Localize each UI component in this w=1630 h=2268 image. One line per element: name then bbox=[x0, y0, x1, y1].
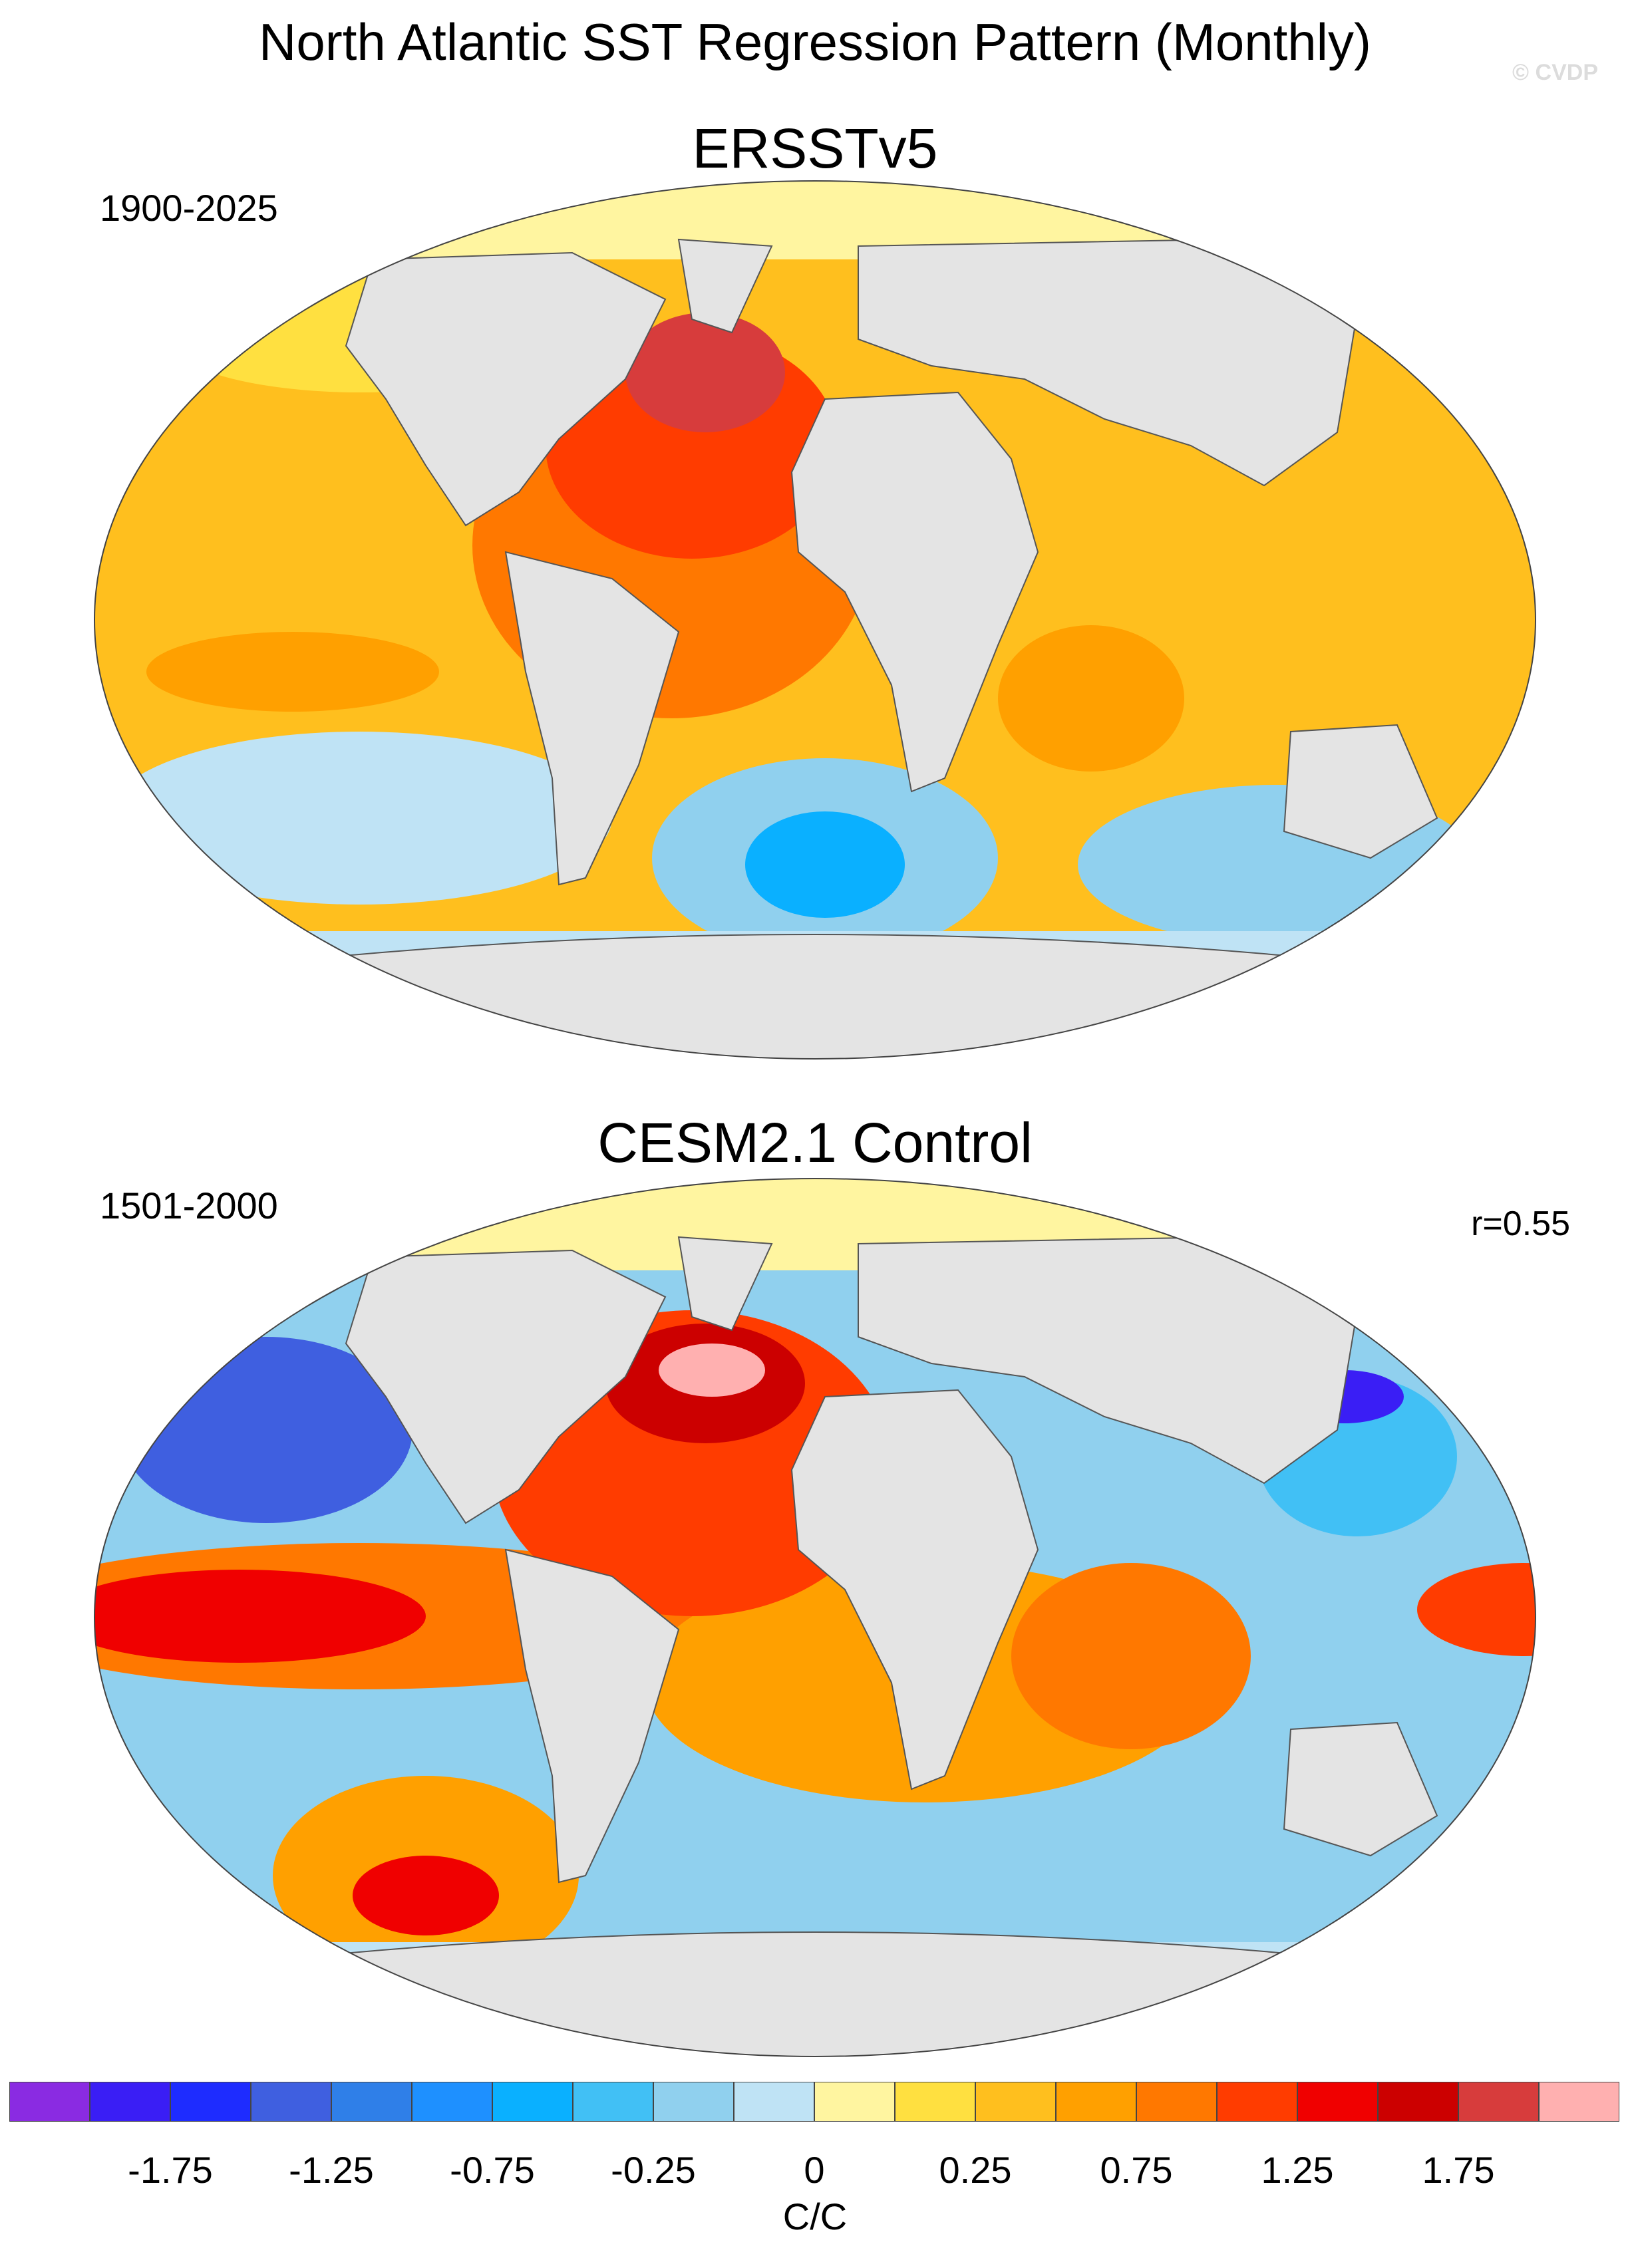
colorbar bbox=[9, 2082, 1619, 2122]
arctic-band bbox=[94, 181, 1536, 259]
colorbar-box bbox=[9, 2082, 90, 2122]
colorbar-tick-label: 0 bbox=[804, 2149, 825, 2191]
land-south-america bbox=[504, 1548, 680, 1884]
colorbar-tick-label: 0.25 bbox=[939, 2149, 1012, 2191]
colorbar-box bbox=[573, 2082, 653, 2122]
land-antarctica bbox=[94, 1931, 1536, 2056]
colorbar-box bbox=[653, 2082, 734, 2122]
pattern-correlation: r=0.55 bbox=[1471, 1205, 1570, 1243]
map-ersst bbox=[94, 180, 1536, 1060]
colorbar-box bbox=[734, 2082, 814, 2122]
panel-title-ersst: ERSSTv5 bbox=[692, 117, 938, 180]
land-south-america bbox=[504, 551, 680, 886]
panel-period-ersst: 1900-2025 bbox=[100, 187, 278, 229]
colorbar-box bbox=[492, 2082, 573, 2122]
south-atlantic-core bbox=[745, 811, 905, 918]
land-greenland bbox=[677, 238, 773, 334]
land-africa bbox=[790, 1389, 1039, 1790]
panel-period-cesm: 1501-2000 bbox=[100, 1185, 278, 1226]
land-north-america bbox=[345, 1249, 667, 1524]
colorbar-box bbox=[90, 2082, 170, 2122]
land-north-america bbox=[345, 251, 667, 527]
tropical-pacific-core bbox=[94, 1570, 426, 1663]
indian-anomaly bbox=[998, 625, 1184, 772]
colorbar-tick-label: 1.75 bbox=[1422, 2149, 1495, 2191]
colorbar-box bbox=[1458, 2082, 1539, 2122]
colorbar-box bbox=[1378, 2082, 1458, 2122]
southeast-pacific-core bbox=[353, 1856, 499, 1935]
arctic-band bbox=[94, 1179, 1536, 1270]
colorbar-tick-label: -0.75 bbox=[450, 2149, 535, 2191]
colorbar-box bbox=[170, 2082, 251, 2122]
colorbar-tick-label: -1.25 bbox=[289, 2149, 374, 2191]
north-atlantic-peak bbox=[659, 1344, 765, 1397]
colorbar-box bbox=[331, 2082, 412, 2122]
land-greenland bbox=[677, 1236, 773, 1332]
indian-warm bbox=[1011, 1563, 1251, 1749]
colorbar-box bbox=[1539, 2082, 1619, 2122]
land-australia bbox=[1283, 724, 1438, 859]
colorbar-box bbox=[895, 2082, 975, 2122]
colorbar-box bbox=[814, 2082, 895, 2122]
colorbar-box bbox=[1217, 2082, 1297, 2122]
north-atlantic-peak bbox=[625, 313, 785, 432]
colorbar-tick-label: 1.25 bbox=[1261, 2149, 1334, 2191]
colorbar-box bbox=[1136, 2082, 1217, 2122]
colorbar-box bbox=[251, 2082, 331, 2122]
colorbar-box bbox=[412, 2082, 492, 2122]
colorbar-box bbox=[1056, 2082, 1136, 2122]
colorbar-box bbox=[975, 2082, 1056, 2122]
colorbar-tick-label: -1.75 bbox=[128, 2149, 213, 2191]
colorbar-units: C/C bbox=[782, 2196, 848, 2237]
western-pacific-warm bbox=[1417, 1563, 1536, 1656]
colorbar-box bbox=[1297, 2082, 1378, 2122]
map-border bbox=[94, 180, 1536, 1060]
figure-title: North Atlantic SST Regression Pattern (M… bbox=[259, 13, 1371, 71]
land-africa bbox=[790, 391, 1039, 793]
colorbar-tick-label: 0.75 bbox=[1100, 2149, 1173, 2191]
southern-pacific-cool bbox=[106, 732, 612, 905]
land-antarctica bbox=[94, 934, 1536, 1059]
map-border bbox=[94, 1178, 1536, 2057]
colorbar-tick-label: -0.25 bbox=[611, 2149, 696, 2191]
panel-title-cesm: CESM2.1 Control bbox=[597, 1111, 1033, 1174]
cvdp-watermark: © CVDP bbox=[1512, 60, 1598, 85]
land-australia bbox=[1283, 1721, 1438, 1857]
map-cesm bbox=[94, 1178, 1536, 2057]
pacific-east-anomaly bbox=[146, 632, 439, 712]
